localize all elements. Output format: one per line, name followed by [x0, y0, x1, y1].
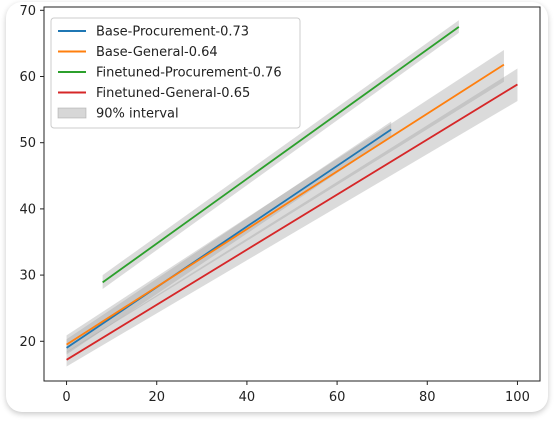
y-axis: 20 30 40 50 60 70 [19, 4, 44, 350]
x-tick-label-2: 40 [239, 390, 256, 405]
y-tick-label-0: 20 [19, 335, 36, 350]
series-line-1 [66, 63, 505, 346]
x-tick-label-3: 60 [329, 390, 346, 405]
legend-label-3: Finetuned-General-0.65 [96, 86, 250, 101]
plot-frame [43, 6, 541, 382]
x-axis: 0 20 40 60 80 100 [62, 381, 530, 405]
series-lines [66, 26, 518, 361]
legend-box [50, 17, 301, 129]
x-tick-label-4: 80 [419, 390, 436, 405]
x-tick-label-5: 100 [505, 390, 530, 405]
series-line-3 [66, 83, 518, 361]
y-tick-label-1: 30 [19, 269, 36, 284]
y-tick-label-2: 40 [19, 202, 36, 217]
legend-label-0: Base-Procurement-0.73 [96, 25, 249, 40]
series-line-0 [66, 128, 392, 349]
x-tick-label-0: 0 [62, 390, 70, 405]
y-tick-label-3: 50 [19, 136, 36, 151]
legend: Base-Procurement-0.73 Base-General-0.64 Fi… [50, 17, 301, 129]
x-tick-label-1: 20 [148, 390, 165, 405]
legend-label-2: Finetuned-Procurement-0.76 [96, 66, 282, 81]
y-tick-label-5: 70 [19, 4, 36, 19]
legend-label-1: Base-General-0.64 [96, 45, 218, 60]
series-line-2 [102, 26, 460, 284]
y-tick-label-4: 60 [19, 70, 36, 85]
legend-label-4: 90% interval [96, 107, 179, 122]
legend-swatch-4 [57, 107, 87, 119]
